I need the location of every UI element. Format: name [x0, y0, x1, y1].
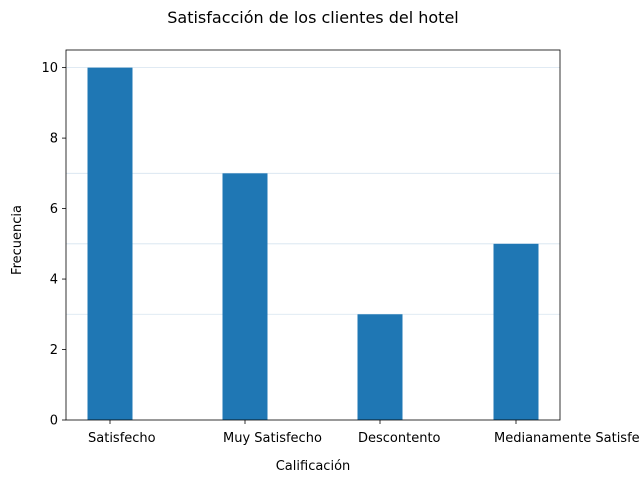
plot-frame: [65, 49, 561, 421]
bar: [87, 67, 133, 420]
bar: [222, 173, 268, 420]
x-axis-ticks: Satisfecho Muy Satisfecho Descontento Media…: [88, 420, 639, 446]
y-axis-ticks: 0 2 4 6 8 10: [41, 61, 66, 429]
gridlines: [66, 67, 560, 315]
x-tick-label: Medianamente Satisfecho: [494, 431, 639, 446]
y-tick-label: 10: [41, 61, 58, 76]
y-tick-label: 2: [50, 343, 58, 358]
y-tick-label: 6: [50, 202, 58, 217]
x-tick-label: Descontento: [358, 431, 441, 446]
y-tick-label: 0: [50, 414, 58, 429]
y-tick-label: 8: [50, 132, 58, 147]
chart-title: Satisfacción de los clientes del hotel: [167, 8, 458, 27]
bars: [87, 67, 539, 420]
x-axis-label: Calificación: [276, 459, 351, 474]
bar: [493, 243, 539, 420]
y-tick-label: 4: [50, 273, 58, 288]
y-axis-label: Frecuencia: [10, 205, 25, 275]
x-tick-label: Satisfecho: [88, 431, 156, 446]
x-tick-label: Muy Satisfecho: [223, 431, 322, 446]
bar: [357, 314, 403, 420]
